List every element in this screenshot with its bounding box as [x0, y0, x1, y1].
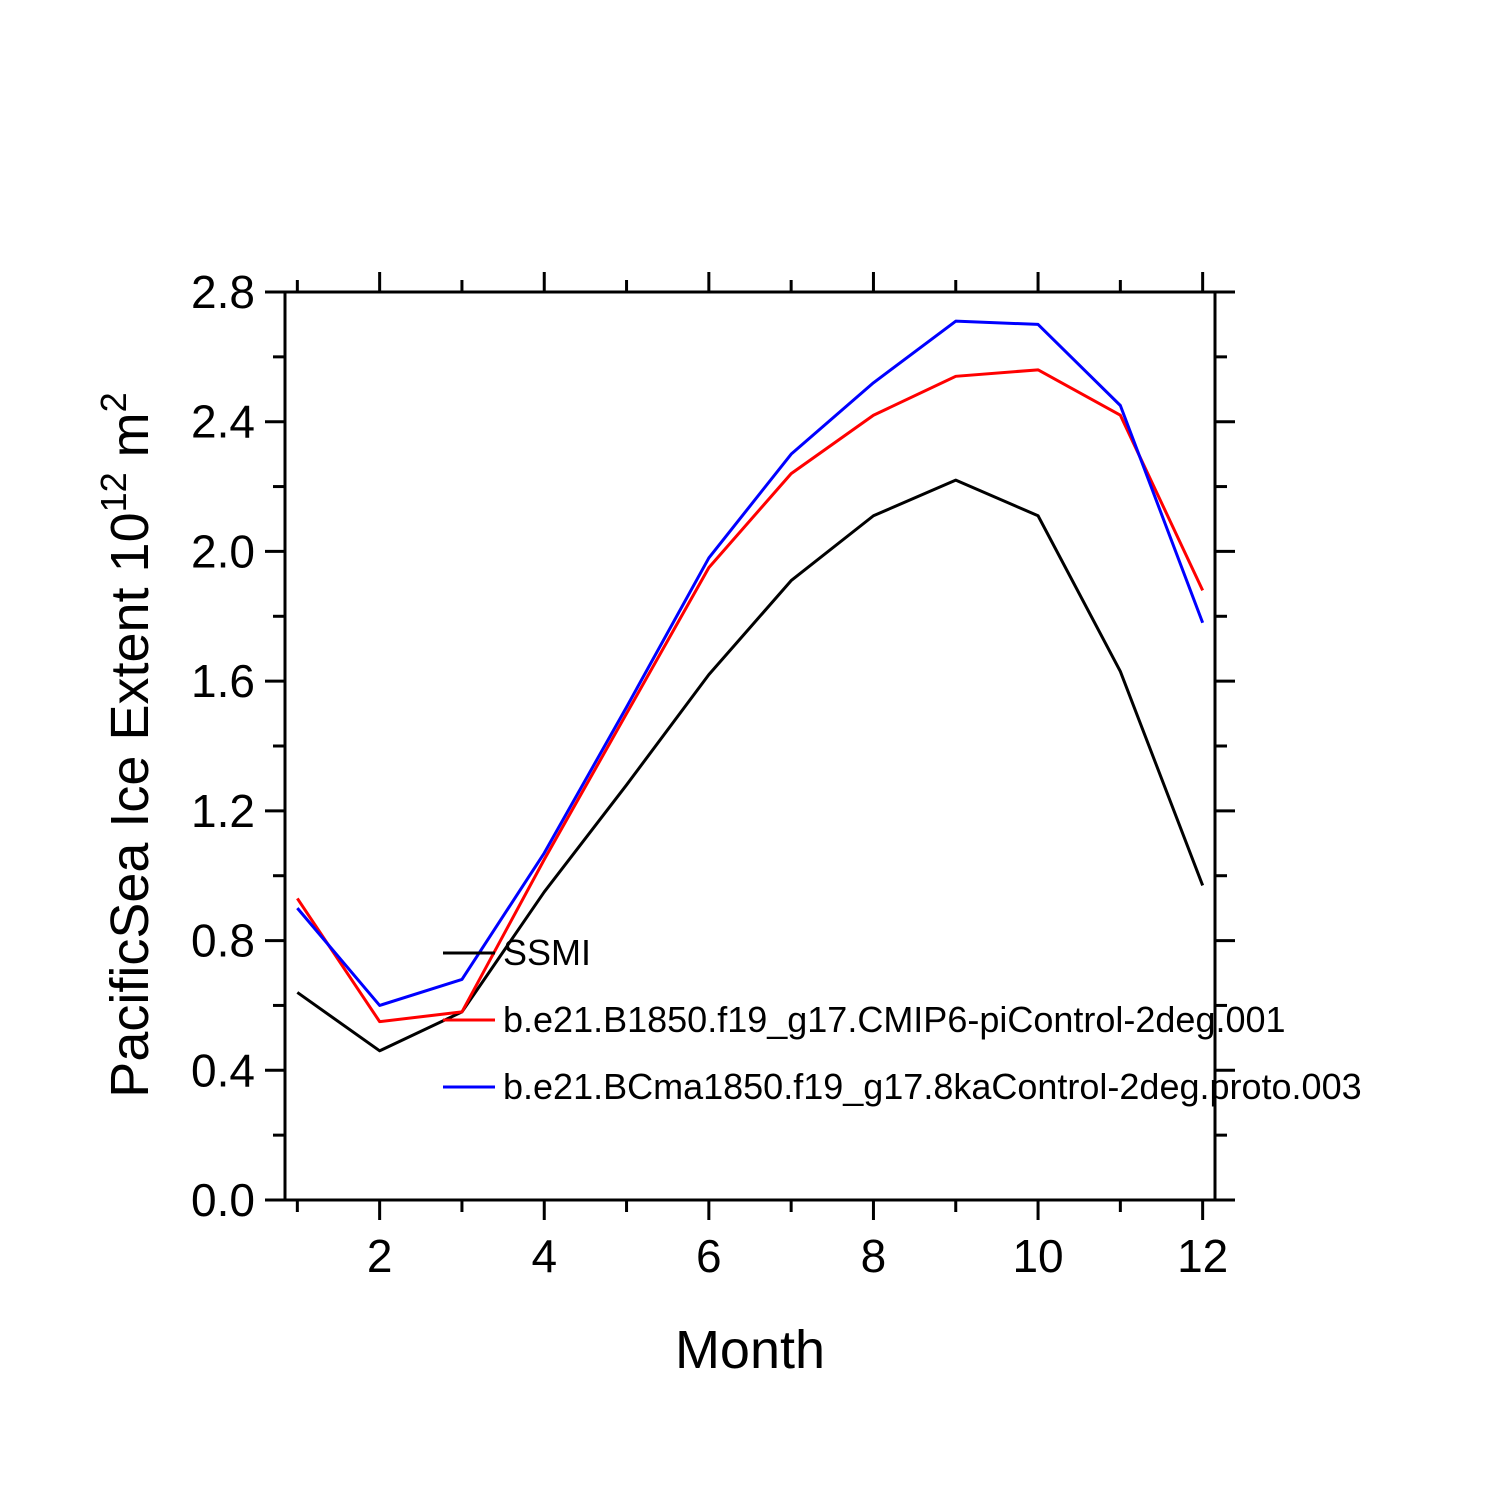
x-tick-label: 4: [531, 1230, 557, 1282]
y-axis-title-unit: m: [100, 412, 160, 472]
plot-area: 2 4 6 8 10 12 0.0 0.4 0.8 1.2 1.6 2.0 2.4 2.8 SSMI b.e2…: [191, 266, 1362, 1282]
axis-box: [283, 290, 1217, 1202]
y-tick-label: 0.4: [191, 1044, 255, 1096]
x-tick-label: 2: [367, 1230, 393, 1282]
y-axis-title: PacificSea Ice Extent 1012 m2: [93, 392, 160, 1097]
y-tick-label: 2.0: [191, 525, 255, 577]
y-tick-label: 0.0: [191, 1174, 255, 1226]
y-axis-title-unit-exponent: 2: [93, 392, 134, 412]
y-tick-label: 1.2: [191, 785, 255, 837]
data-line-ssmi: [296, 478, 1205, 1053]
x-tick-label: 12: [1177, 1230, 1228, 1282]
y-tick-label: 2.4: [191, 396, 255, 448]
x-tick-label: 10: [1012, 1230, 1063, 1282]
y-tick-label: 1.6: [191, 655, 255, 707]
x-axis-title: Month: [675, 1320, 825, 1380]
legend-label: SSMI: [503, 932, 591, 973]
legend-label: b.e21.B1850.f19_g17.CMIP6-piControl-2deg…: [503, 999, 1286, 1040]
data-line-picontrol: [296, 368, 1205, 1024]
legend-label: b.e21.BCma1850.f19_g17.8kaControl-2deg.p…: [503, 1066, 1362, 1107]
x-tick-label: 8: [861, 1230, 887, 1282]
data-line-8kacontrol: [296, 319, 1205, 1007]
y-tick-label: 0.8: [191, 915, 255, 967]
y-axis-title-exponent: 12: [93, 472, 134, 512]
x-tick-label: 6: [696, 1230, 722, 1282]
y-axis-title-main: PacificSea Ice Extent 10: [100, 512, 160, 1097]
y-tick-label: 2.8: [191, 266, 255, 318]
